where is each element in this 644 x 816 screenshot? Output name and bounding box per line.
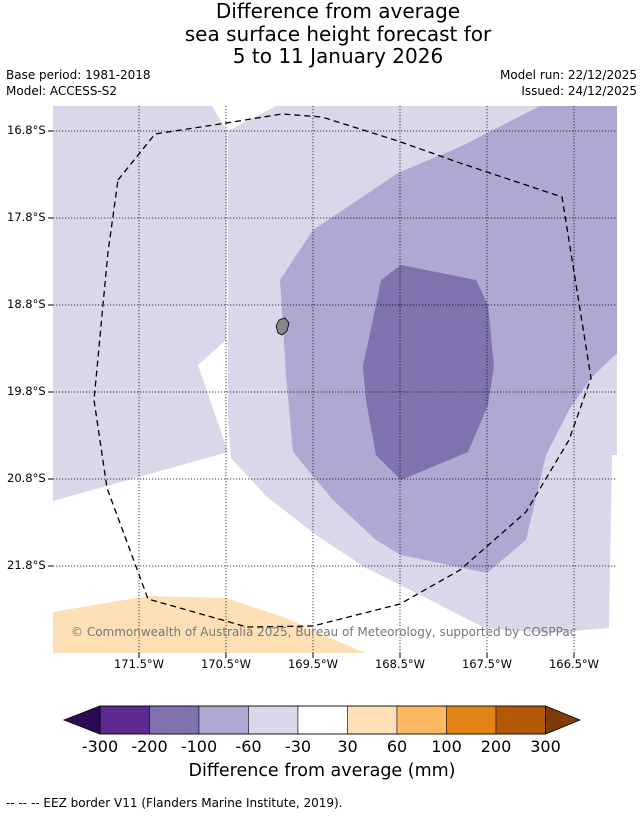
anomaly-region-minus60-minus30 xyxy=(53,106,228,501)
colorbar-cell xyxy=(149,705,200,735)
colorbar-tick-label: -300 xyxy=(81,737,119,756)
map-panel xyxy=(48,106,617,658)
colorbar-tick-label: -60 xyxy=(235,737,262,756)
model-run: Model run: 22/12/2025 xyxy=(499,68,637,82)
title-line-3: 5 to 11 January 2026 xyxy=(232,44,444,68)
lat-label: 16.8°S xyxy=(7,123,46,137)
map-gridlines xyxy=(53,106,617,653)
anomaly-region-plus30-plus60 xyxy=(53,596,366,653)
eez-footnote: -- -- -- EEZ border V11 (Flanders Marine… xyxy=(6,796,343,810)
chart-title: Difference from average sea surface heig… xyxy=(0,0,644,68)
colorbar-tick-label: 100 xyxy=(431,737,462,756)
colorbar-tick-label: 60 xyxy=(386,737,408,756)
meta-left: Base period: 1981-2018 Model: ACCESS-S2 xyxy=(6,67,151,99)
colorbar-cell xyxy=(198,705,249,735)
lon-label: 170.5°W xyxy=(200,657,252,671)
colorbar-outline xyxy=(99,705,546,735)
meta-right: Model run: 22/12/2025 Issued: 24/12/2025 xyxy=(500,67,637,99)
anomaly-region-minus200-minus100 xyxy=(363,265,494,480)
colorbar-cell xyxy=(248,705,299,735)
colorbar-cell xyxy=(347,705,398,735)
colorbar-tick-label: 300 xyxy=(530,737,561,756)
model-name: Model: ACCESS-S2 xyxy=(6,84,118,98)
colorbar-cell xyxy=(495,705,546,735)
issued-date: Issued: 24/12/2025 xyxy=(521,84,637,98)
title-line-1: Difference from average xyxy=(215,0,461,23)
lon-label: 169.5°W xyxy=(287,657,339,671)
colorbar-cell xyxy=(446,705,497,735)
base-period: Base period: 1981-2018 xyxy=(6,68,151,82)
colorbar-cell xyxy=(297,705,348,735)
colorbar-extend-low xyxy=(62,705,101,735)
colorbar-tick-label: -200 xyxy=(131,737,168,756)
eez-border xyxy=(93,113,592,628)
lat-label: 19.8°S xyxy=(7,384,46,398)
colorbar-tick-label: 200 xyxy=(480,737,512,756)
lon-ticks xyxy=(138,653,575,658)
colorbar-tick-label: -100 xyxy=(180,737,218,756)
colorbar-extend-high xyxy=(545,705,582,735)
lat-label: 20.8°S xyxy=(7,471,46,485)
colorbar-label: Difference from average (mm) xyxy=(188,761,456,781)
colorbar-tick-label: -30 xyxy=(284,737,312,756)
lat-ticks xyxy=(48,130,53,567)
lon-label: 171.5°W xyxy=(113,657,165,671)
lat-label: 18.8°S xyxy=(7,297,46,311)
title-line-2: sea surface height forecast for xyxy=(184,21,492,46)
colorbar-cell xyxy=(396,705,447,735)
copyright-notice: © Commonwealth of Australia 2025, Bureau… xyxy=(71,625,577,639)
lon-label: 168.5°W xyxy=(374,657,426,671)
colorbar-cell xyxy=(99,705,150,735)
colorbar-tick-label: 30 xyxy=(337,737,358,756)
lat-label: 21.8°S xyxy=(7,558,46,572)
island-land xyxy=(275,317,290,336)
lon-label: 166.5°W xyxy=(548,657,600,671)
lat-label: 17.8°S xyxy=(7,210,46,224)
lon-label: 167.5°W xyxy=(461,657,513,671)
